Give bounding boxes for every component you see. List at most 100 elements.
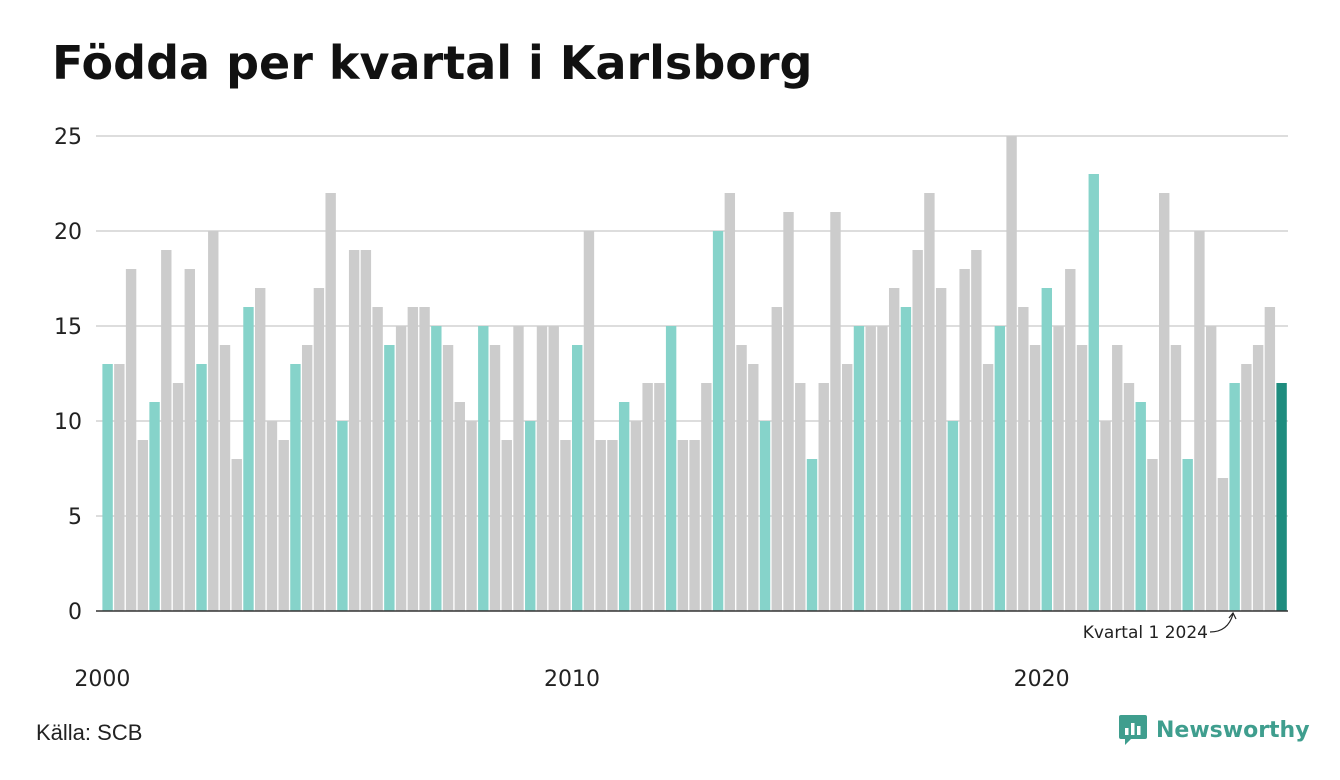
bar — [1112, 345, 1123, 611]
bar — [994, 326, 1006, 611]
bar — [630, 421, 642, 611]
bar — [853, 326, 865, 611]
bar — [407, 307, 419, 611]
bar — [1029, 345, 1041, 611]
bar — [419, 307, 430, 611]
y-tick-label: 25 — [54, 125, 82, 150]
bar-chart: 0 5 10 15 20 25 2000 2010 2020 Kvartal 1 2024 — [54, 125, 1288, 692]
bar — [865, 326, 876, 611]
bar — [489, 345, 501, 611]
bar — [184, 269, 195, 611]
bar — [372, 307, 383, 611]
bar — [759, 421, 771, 611]
bar — [114, 364, 125, 611]
bar — [935, 288, 947, 611]
bar — [255, 288, 266, 611]
bar — [1123, 383, 1135, 611]
bar — [1088, 174, 1099, 611]
bar — [912, 250, 923, 611]
bar — [959, 269, 970, 611]
bar — [748, 364, 759, 611]
bar — [348, 250, 360, 611]
bar — [900, 307, 912, 611]
bar — [830, 212, 841, 611]
bar — [947, 421, 959, 611]
bar — [536, 326, 548, 611]
bar — [572, 345, 583, 611]
bar — [818, 383, 829, 611]
bar — [982, 364, 994, 611]
bar — [1147, 459, 1158, 611]
x-tick-label: 2020 — [1014, 667, 1070, 692]
bar — [1159, 193, 1170, 611]
bar — [325, 193, 336, 611]
bar — [689, 440, 700, 611]
bar — [888, 288, 900, 611]
annotation-arrow — [1209, 613, 1234, 633]
bar — [1205, 326, 1217, 611]
x-tick-label: 2010 — [544, 667, 600, 692]
bar — [654, 383, 665, 611]
bar — [842, 364, 853, 611]
bar — [454, 402, 465, 611]
bar — [219, 345, 231, 611]
bar — [877, 326, 888, 611]
y-tick-label: 10 — [54, 410, 82, 435]
bar — [313, 288, 325, 611]
bar — [806, 459, 818, 611]
bar — [395, 326, 407, 611]
bar — [161, 250, 172, 611]
bar — [701, 383, 712, 611]
bar — [1276, 383, 1287, 611]
bar — [560, 440, 571, 611]
bar — [1041, 288, 1052, 611]
bar — [1264, 307, 1276, 611]
bar — [971, 250, 982, 611]
bar — [736, 345, 747, 611]
y-tick-label: 5 — [68, 505, 82, 530]
bar — [1053, 326, 1064, 611]
bar — [278, 440, 289, 611]
bar — [125, 269, 137, 611]
x-tick-label: 2000 — [74, 667, 130, 692]
y-tick-label: 20 — [54, 220, 82, 245]
bar — [724, 193, 736, 611]
bar — [243, 307, 254, 611]
bar — [172, 383, 184, 611]
bar — [1170, 345, 1182, 611]
bar — [501, 440, 512, 611]
bar — [525, 421, 536, 611]
annotation-arrowhead — [1228, 611, 1237, 620]
bar — [1006, 136, 1017, 611]
bar — [149, 402, 160, 611]
bar — [795, 383, 806, 611]
bar — [677, 440, 689, 611]
bar — [1229, 383, 1240, 611]
newsworthy-logo-icon — [1119, 715, 1147, 745]
bar — [196, 364, 207, 611]
bar — [442, 345, 454, 611]
bar — [771, 307, 782, 611]
bar — [665, 326, 677, 611]
bar — [1194, 231, 1205, 611]
bar — [513, 326, 524, 611]
bar — [1100, 421, 1111, 611]
bar — [102, 364, 113, 611]
bar — [384, 345, 395, 611]
y-tick-label: 0 — [68, 600, 82, 625]
bar — [924, 193, 935, 611]
bar — [642, 383, 653, 611]
bar — [1018, 307, 1029, 611]
bar — [618, 402, 630, 611]
bar — [301, 345, 313, 611]
bar — [1252, 345, 1264, 611]
bar — [231, 459, 242, 611]
bar — [478, 326, 489, 611]
bar — [290, 364, 301, 611]
bar — [783, 212, 794, 611]
bar — [1241, 364, 1252, 611]
chart-title: Födda per kvartal i Karlsborg — [52, 36, 813, 90]
bar — [607, 440, 618, 611]
bar — [595, 440, 606, 611]
brand-name: Newsworthy — [1156, 717, 1310, 743]
